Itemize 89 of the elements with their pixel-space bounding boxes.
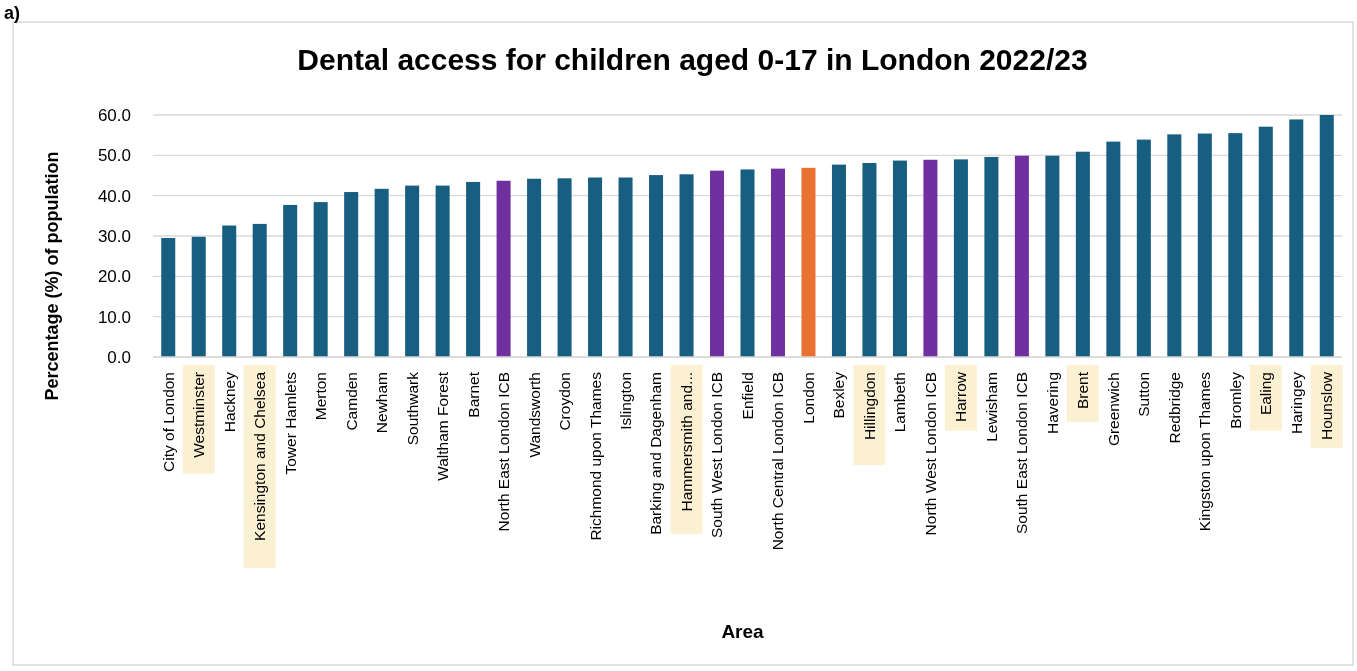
bar <box>649 175 664 357</box>
bar <box>466 181 481 357</box>
bar <box>892 160 907 357</box>
bar <box>923 159 938 357</box>
x-tick-label: Greenwich <box>1104 372 1122 447</box>
x-tick-label: North Central London ICB <box>769 372 787 551</box>
bar <box>1197 133 1212 357</box>
bar <box>527 178 542 357</box>
bar <box>1289 119 1304 357</box>
bar <box>984 156 999 357</box>
bar <box>405 185 420 357</box>
bar <box>1228 133 1243 357</box>
x-tick-label: Bexley <box>830 371 848 419</box>
bar <box>191 236 206 357</box>
x-tick-label: Southwark <box>403 371 421 446</box>
bar <box>710 170 725 357</box>
x-tick-label: Hillingdon <box>860 372 878 441</box>
x-tick-label: Croydon <box>556 372 573 431</box>
bar <box>770 168 785 357</box>
chart-title: Dental access for children aged 0-17 in London 2022/23 <box>297 43 1088 76</box>
x-tick-label: Waltham Forest <box>434 371 452 481</box>
bar <box>374 188 389 357</box>
x-tick-label: Brent <box>1074 371 1092 410</box>
x-tick-label: Redbridge <box>1165 372 1183 444</box>
y-tick-label: 30.0 <box>97 226 131 246</box>
x-tick-label: City of London <box>159 372 177 472</box>
x-tick-label: Merton <box>312 372 330 421</box>
y-tick-label: 50.0 <box>97 146 131 166</box>
y-tick-label: 20.0 <box>97 267 131 287</box>
x-tick-label: Haringey <box>1287 371 1305 435</box>
x-tick-label: London <box>799 372 817 424</box>
bar <box>1106 141 1121 357</box>
x-tick-label: Sutton <box>1135 372 1153 417</box>
x-tick-label: Tower Hamlets <box>281 371 299 475</box>
x-tick-label: Hounslow <box>1318 371 1336 441</box>
x-tick-label: Kensington and Chelsea <box>251 371 269 541</box>
x-tick-label: Westminster <box>190 372 208 458</box>
x-tick-label: Enfield <box>738 372 756 420</box>
bar <box>283 204 298 357</box>
x-tick-label: Harrow <box>952 371 970 422</box>
x-tick-label: Islington <box>616 372 634 430</box>
x-tick-label: Hackney <box>220 371 238 433</box>
x-tick-label: Havering <box>1043 372 1061 435</box>
bar <box>1075 151 1090 357</box>
bar <box>618 177 633 357</box>
text: a) <box>4 3 21 23</box>
x-tick-label: Newham <box>373 372 391 434</box>
x-tick-label: Barking and Dagenham <box>647 372 665 535</box>
x-tick-label: North East London ICB <box>495 372 513 532</box>
x-tick-label: Hammersmith and... <box>677 372 695 512</box>
bar <box>557 178 572 357</box>
bar <box>435 185 450 357</box>
x-tick-label: Lambeth <box>891 372 909 433</box>
y-tick-label: 40.0 <box>97 186 131 206</box>
x-tick-label: Richmond upon Thames <box>586 371 604 541</box>
x-tick-label: North West London ICB <box>921 372 939 536</box>
bar <box>1167 134 1182 357</box>
x-tick-label: Lewisham <box>982 372 1000 442</box>
bar <box>496 180 511 357</box>
bar <box>679 174 694 357</box>
bar <box>801 167 816 357</box>
bar <box>1319 115 1334 357</box>
y-tick-label: 0.0 <box>107 347 131 367</box>
bar <box>953 159 968 357</box>
bar <box>740 169 755 357</box>
bar <box>222 225 237 357</box>
x-axis-title: Area <box>721 621 765 642</box>
bar <box>862 163 877 357</box>
y-axis-title: Percentage (%) of population <box>42 151 62 401</box>
bar <box>161 238 176 357</box>
x-tick-label: Bromley <box>1226 371 1244 429</box>
x-tick-label: Camden <box>342 372 360 431</box>
bar <box>1258 126 1273 357</box>
y-tick-label: 60.0 <box>97 105 131 125</box>
bar <box>344 192 359 357</box>
bar <box>1014 155 1029 357</box>
bar <box>1045 155 1060 357</box>
x-tick-label: Ealing <box>1257 372 1275 416</box>
bar <box>252 223 267 357</box>
x-tick-label: South West London ICB <box>708 372 726 539</box>
x-tick-label: South East London ICB <box>1013 372 1031 535</box>
bar <box>831 164 846 357</box>
y-tick-label: 10.0 <box>97 307 131 327</box>
bar <box>588 177 603 357</box>
x-tick-label: Wandsworth <box>525 372 543 458</box>
bar <box>1136 139 1151 357</box>
x-tick-label: Kingston upon Thames <box>1196 371 1214 532</box>
x-tick-label: Barnet <box>464 371 482 418</box>
bar <box>313 202 328 357</box>
